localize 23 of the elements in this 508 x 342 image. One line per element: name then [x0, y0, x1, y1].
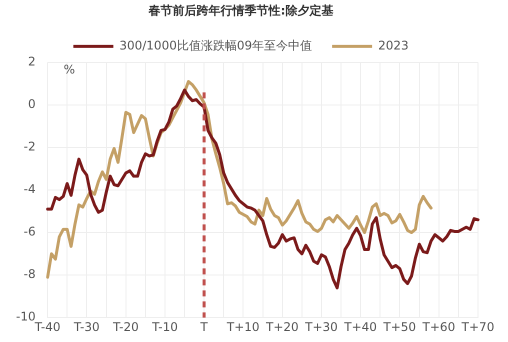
chart-title: 春节前后跨年行情季节性:除夕定基: [148, 3, 334, 18]
x-tick-label: T+60: [422, 320, 456, 334]
y-tick-label: -6: [24, 224, 36, 239]
legend-label: 2023: [378, 38, 409, 53]
x-tick-label: T-30: [72, 320, 100, 334]
legend-label: 300/1000比值涨跌幅09年至今中值: [119, 38, 312, 53]
x-tick-label: T: [199, 320, 208, 334]
y-tick-label: 0: [28, 97, 36, 112]
x-tick-label: T+20: [265, 320, 299, 334]
x-tick-label: T+50: [382, 320, 416, 334]
y-tick-label: 2: [28, 54, 36, 69]
x-tick-label: T+30: [304, 320, 338, 334]
y-tick-label: -2: [24, 140, 36, 154]
x-tick-label: T-20: [112, 320, 139, 334]
y-tick-label: -10: [16, 310, 36, 324]
x-tick-label: T-10: [151, 320, 178, 334]
y-tick-label: -4: [24, 182, 36, 196]
x-tick-label: T-40: [34, 320, 61, 334]
x-tick-label: T+70: [460, 320, 494, 334]
y-tick-label: -8: [24, 267, 36, 282]
x-tick-label: T+10: [226, 320, 260, 334]
x-tick-label: T+40: [343, 320, 377, 334]
y-axis-title: %: [64, 62, 76, 77]
